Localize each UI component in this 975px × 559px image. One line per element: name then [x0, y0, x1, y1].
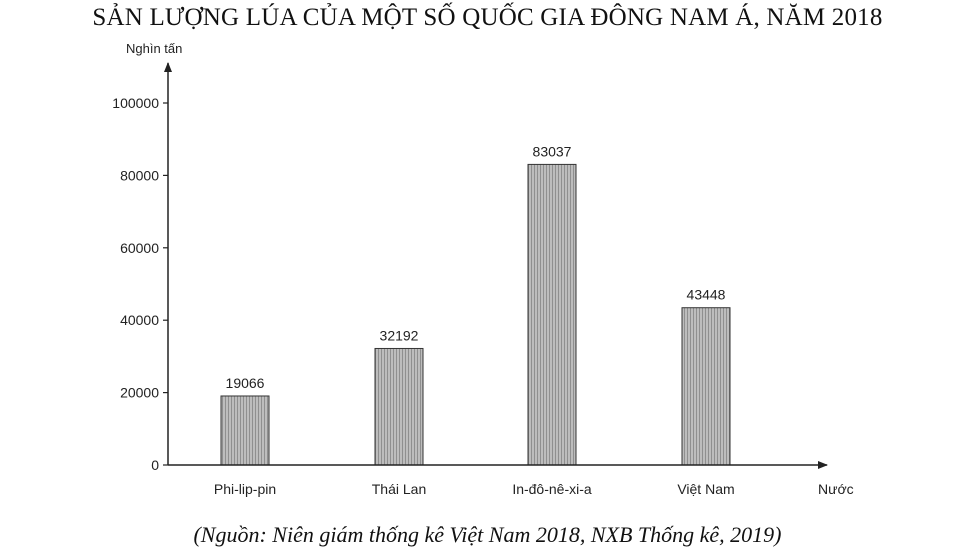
y-tick-label: 40000 [120, 312, 159, 328]
bar [220, 395, 270, 466]
bar-value-label: 83037 [533, 143, 572, 159]
bar-value-label: 19066 [226, 375, 265, 391]
x-tick-label: Phi-lip-pin [214, 481, 276, 497]
chart-title: SẢN LƯỢNG LÚA CỦA MỘT SỐ QUỐC GIA ĐÔNG N… [92, 4, 883, 31]
x-tick-label: In-đô-nê-xi-a [512, 481, 592, 497]
source-note: (Nguồn: Niên giám thống kê Việt Nam 2018… [193, 522, 782, 547]
bar [374, 347, 424, 466]
x-tick-label: Thái Lan [372, 481, 426, 497]
bar-value-label: 43448 [687, 287, 726, 303]
bar [681, 307, 731, 466]
bar-chart: Nghìn tấn Nước 0 20000 40000 60000 80000 1000… [112, 41, 854, 497]
x-tick-label: Việt Nam [677, 481, 734, 497]
y-tick-label: 60000 [120, 240, 159, 256]
x-axis-label: Nước [818, 481, 854, 497]
y-axis-label: Nghìn tấn [126, 41, 182, 56]
y-tick-label: 0 [151, 457, 159, 473]
bar-value-label: 32192 [380, 327, 419, 343]
bar [527, 163, 577, 466]
y-tick-label: 20000 [120, 385, 159, 401]
y-tick-label: 100000 [112, 95, 159, 111]
y-tick-label: 80000 [120, 167, 159, 183]
